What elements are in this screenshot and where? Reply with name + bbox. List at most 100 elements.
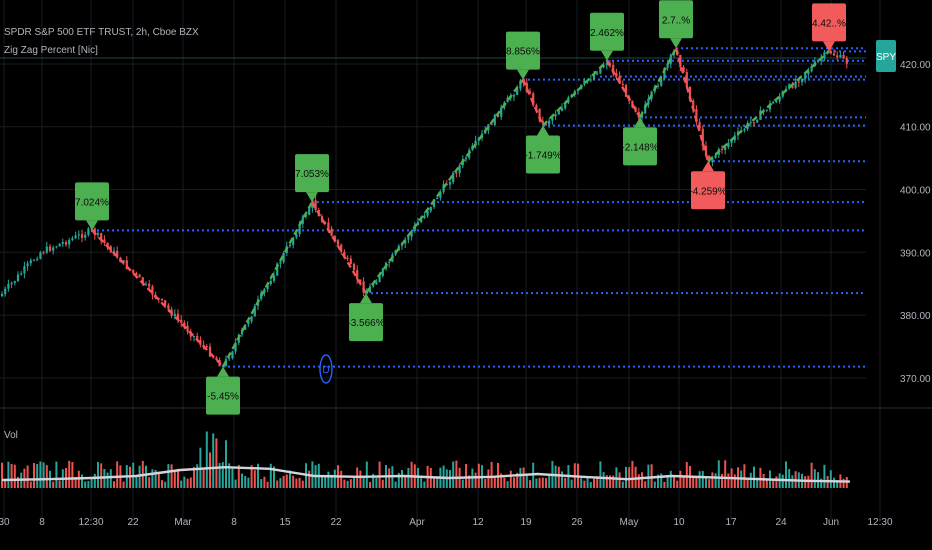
candle-body <box>64 242 68 245</box>
volume-bar <box>519 467 522 488</box>
candle-body <box>349 258 352 265</box>
volume-ma-line <box>1 465 851 483</box>
indicator-title[interactable]: Zig Zag Percent [Nic] <box>4 45 98 56</box>
price-tick-label: 420.00 <box>900 60 931 71</box>
symbol-title[interactable]: SPDR S&P 500 ETF TRUST, 2h, Cboe BZX <box>4 27 199 38</box>
volume-bar <box>228 463 231 488</box>
volume-bar <box>756 477 759 488</box>
volume-bar <box>765 479 768 488</box>
candle-body <box>797 81 800 83</box>
volume-bar <box>225 440 227 488</box>
candle-body <box>116 250 119 258</box>
price-axis[interactable]: 370.00 380.00 390.00 400.00 410.00 420.00 SPY <box>876 40 931 385</box>
zigzag-label: 2.7..% <box>659 0 693 49</box>
dividend-marker <box>319 354 333 384</box>
zigzag-segment <box>605 60 642 118</box>
candle-body <box>77 234 80 236</box>
volume-bar <box>276 480 279 488</box>
time-tick-label: 12:30 <box>78 517 103 528</box>
volume-bar <box>490 461 493 488</box>
candle-body <box>356 270 359 280</box>
zigzag-label-pointer <box>601 50 613 61</box>
price-tick-label: 370.00 <box>900 374 931 385</box>
volume-bar <box>202 469 205 488</box>
volume-bar <box>292 475 295 488</box>
volume-bar <box>772 479 775 488</box>
candle-body <box>388 261 391 263</box>
volume-bar <box>116 461 119 488</box>
volume-bar <box>545 478 547 488</box>
candle-body <box>416 222 420 226</box>
volume-bar <box>234 479 237 488</box>
volume-bar <box>343 479 346 488</box>
zigzag-labels: 7.024% -5.45% 7.053% -3.566% 8.856% -1.749% 2.… <box>75 0 846 415</box>
time-axis[interactable]: 30 8 12:30 22 Mar 8 15 22 Apr 12 19 26 May 10 17 24 Jun 1… <box>0 517 893 528</box>
time-tick-label: May <box>620 517 639 528</box>
volume-bar <box>145 465 147 488</box>
volume-bar <box>711 472 714 488</box>
volume-bar <box>269 463 272 488</box>
candle-body <box>180 319 183 323</box>
zigzag-label-text: 7.024% <box>75 197 109 208</box>
candle-body <box>458 165 461 174</box>
volume-bar <box>605 475 608 488</box>
candle-body <box>308 208 311 215</box>
volume-bar <box>215 438 218 488</box>
candle-body <box>359 279 362 282</box>
volume-bar <box>404 476 407 488</box>
volume-title[interactable]: Vol <box>4 430 18 441</box>
candle-body <box>743 129 746 131</box>
volume-bar <box>397 472 400 488</box>
candle-body <box>55 246 58 248</box>
candle-body <box>624 85 628 97</box>
volume-bar <box>87 480 90 488</box>
volume-bar <box>23 468 26 488</box>
volume-bar <box>753 466 755 488</box>
volume-bar <box>628 467 631 488</box>
zigzag-label-text: 4.42..% <box>812 18 846 29</box>
volume-bar <box>647 464 650 488</box>
candle-body <box>0 293 4 297</box>
volume-bar <box>775 476 778 488</box>
candle-body <box>407 236 410 240</box>
zigzag-segment <box>707 50 830 163</box>
volume-bar <box>788 469 791 488</box>
candle-body <box>714 154 717 158</box>
candle-body <box>695 109 698 123</box>
candle-body <box>810 66 813 72</box>
candle-body <box>487 124 490 131</box>
zigzag-segment <box>542 59 608 127</box>
candle-body <box>506 97 509 103</box>
zigzag-segment <box>221 201 314 368</box>
candle-body <box>836 55 839 58</box>
candle-body <box>516 88 519 96</box>
volume-bar <box>823 464 826 488</box>
candle-body <box>541 120 544 124</box>
candle-body <box>32 260 36 262</box>
zigzag-label-text: -3.566% <box>347 318 384 329</box>
volume-bar <box>205 431 208 488</box>
volume-bar <box>749 472 752 488</box>
candle-body <box>698 122 701 129</box>
volume-bar <box>820 478 823 488</box>
zigzag-segment <box>638 47 678 118</box>
price-tick-label: 410.00 <box>900 123 931 134</box>
candle-body <box>772 101 775 104</box>
candle-body <box>279 262 282 264</box>
candle-body <box>749 122 752 124</box>
price-tick-label: 400.00 <box>900 186 931 197</box>
candle-body <box>583 80 586 85</box>
candle-body <box>842 54 845 59</box>
time-tick-label: 24 <box>775 517 787 528</box>
zigzag-label-box <box>812 3 846 42</box>
zigzag-label-pointer <box>306 192 318 203</box>
zigzag-label-box <box>659 0 693 39</box>
volume-bar <box>682 476 685 488</box>
candle-body <box>832 53 836 56</box>
candle-body <box>589 79 592 81</box>
volume-bar <box>321 476 323 488</box>
candle-body <box>711 157 714 162</box>
time-tick-label: 8 <box>39 517 45 528</box>
volume-bar <box>708 479 711 488</box>
